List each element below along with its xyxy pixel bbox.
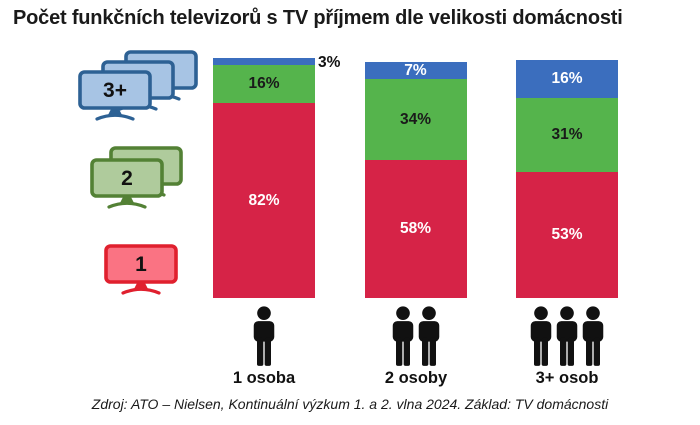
segment-3+-tv: 7% — [364, 61, 467, 79]
person-icon — [253, 306, 275, 366]
chart-title: Počet funkčních televizorů s TV příjmem … — [13, 7, 623, 29]
axis-group-3plus-osob: 3+ osob — [487, 306, 647, 388]
value-label: 82% — [248, 191, 280, 209]
legend-item-2-tv: 2 — [90, 146, 188, 217]
axis-label-3plus-osob: 3+ osob — [535, 369, 599, 387]
person-icon — [392, 306, 414, 366]
segment-2-tv: 34% — [364, 79, 467, 160]
person-icon — [530, 306, 552, 366]
value-label: 3% — [318, 54, 341, 71]
value-label: 16% — [248, 75, 280, 93]
segment-1-tv: 53% — [516, 172, 618, 298]
value-label: 7% — [404, 61, 427, 79]
axis-label-1-osoba: 1 osoba — [232, 369, 296, 387]
bar-chart: 3% 16% 82% 7% 34% 58% 16% 31% 53% — [213, 55, 618, 298]
segment-3+-tv: 3% — [213, 55, 340, 70]
segment-2-tv: 31% — [516, 98, 618, 172]
tv-1-icon: 1 — [106, 246, 176, 293]
segment-1-tv: 58% — [364, 160, 467, 298]
tv-3plus-icon: 3+ — [80, 52, 196, 119]
legend-item-1-tv: 1 — [103, 243, 181, 304]
value-label: 53% — [551, 226, 583, 244]
person-icon — [582, 306, 604, 366]
person-icons-1 — [251, 306, 277, 366]
value-label: 34% — [399, 110, 432, 128]
value-label: 31% — [551, 126, 583, 144]
legend-label-2: 2 — [121, 167, 133, 190]
person-icon — [418, 306, 440, 366]
segment-1-tv: 82% — [213, 103, 315, 298]
stacked-bar-1: 3% 16% 82% — [213, 55, 340, 298]
person-icons-3 — [528, 306, 606, 366]
legend-item-3plus-tv: 3+ — [78, 50, 200, 131]
legend-label-1: 1 — [135, 253, 147, 276]
tv-2-icon: 2 — [92, 148, 181, 207]
stacked-bar-2: 7% 34% 58% — [364, 61, 467, 298]
legend-label-3plus: 3+ — [103, 79, 127, 102]
source-note: Zdroj: ATO – Nielsen, Kontinuální výzkum… — [91, 396, 609, 412]
axis-label-2-osoby: 2 osoby — [384, 369, 448, 387]
person-icons-2 — [390, 306, 442, 366]
value-label: 58% — [399, 220, 432, 238]
stacked-bar-3: 16% 31% 53% — [516, 60, 618, 298]
person-icon — [556, 306, 578, 366]
value-label: 16% — [551, 70, 583, 88]
segment-3+-tv: 16% — [516, 60, 618, 98]
segment-2-tv: 16% — [213, 65, 315, 103]
axis-group-2-osoby: 2 osoby — [336, 306, 496, 388]
axis-group-1-osoba: 1 osoba — [184, 306, 344, 388]
